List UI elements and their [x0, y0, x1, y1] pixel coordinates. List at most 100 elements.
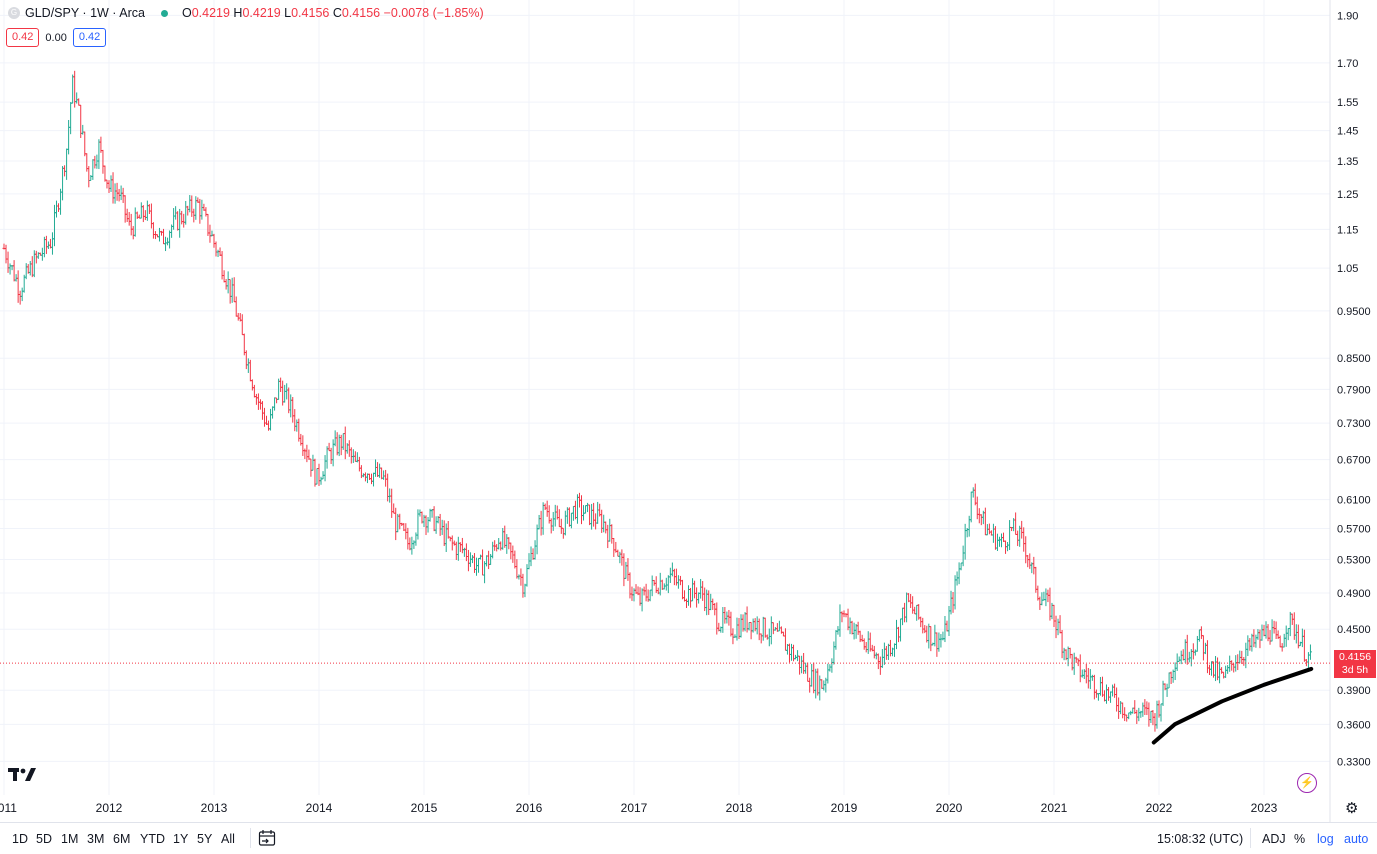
ohlc-bar: [357, 456, 361, 472]
y-tick-label: 1.35: [1337, 156, 1358, 168]
ohlc-bar: [172, 208, 176, 230]
ohlc-bar: [1054, 615, 1058, 639]
sell-button[interactable]: 0.42: [6, 28, 40, 47]
ohlc-bar: [475, 557, 478, 576]
range-1m-button[interactable]: 1M: [61, 832, 79, 846]
ohlc-bar: [1141, 702, 1145, 717]
ohlc-bar: [186, 205, 190, 216]
percent-toggle[interactable]: %: [1294, 832, 1306, 846]
ohlc-bar: [93, 155, 97, 169]
ohlc-bar: [131, 226, 135, 240]
ohlc-bar: [81, 124, 85, 135]
x-tick-label: 2021: [1041, 801, 1068, 815]
ohlc-bar: [1153, 713, 1157, 732]
ohlc-bar: [1020, 520, 1024, 539]
ohlc-bar: [1060, 629, 1064, 659]
ohlc-bar: [737, 617, 741, 640]
ohlc-bar: [810, 663, 814, 687]
ohlc-bar: [820, 679, 824, 689]
ohlc-bar: [1147, 702, 1151, 727]
buy-button[interactable]: 0.42: [72, 28, 107, 47]
ohlc-bar: [458, 542, 462, 553]
ohlc-bar: [228, 278, 232, 304]
ohlc-bar: [800, 655, 804, 674]
range-6m-button[interactable]: 6M: [113, 832, 131, 846]
ohlc-bar: [634, 584, 638, 594]
ohlc-bar: [862, 638, 866, 650]
ohlc-bar: [424, 515, 428, 536]
log-toggle[interactable]: log: [1317, 832, 1334, 846]
ohlc-bar: [1294, 624, 1298, 644]
adj-toggle[interactable]: ADJ: [1262, 832, 1286, 846]
ohlc-bar: [1191, 643, 1195, 660]
price-chart[interactable]: 1.90 1.70 1.55 1.45 1.35 1.25 1.15 1.05 0.9500 0.…: [0, 0, 1377, 822]
ohlc-bar: [315, 467, 319, 485]
ohlc-bar: [353, 451, 357, 462]
ohlc-bar: [109, 175, 113, 192]
ohlc-bar: [959, 562, 963, 571]
ohlc-bar: [361, 473, 365, 478]
ohlc-bar: [1181, 649, 1185, 661]
range-all-button[interactable]: All: [221, 832, 235, 846]
ohlc-bar: [444, 523, 448, 553]
toolbar-divider-right: [1250, 828, 1251, 848]
clock-readout[interactable]: 15:08:32 (UTC): [1157, 832, 1244, 846]
ohlc-bar: [454, 541, 458, 560]
ohlc-bar: [1167, 672, 1171, 689]
ohlc-bar: [798, 655, 802, 675]
ohlc-bar: [398, 513, 402, 530]
ohlc-bar: [1270, 619, 1274, 642]
y-tick-label: 0.3600: [1337, 719, 1371, 731]
range-3m-button[interactable]: 3M: [87, 832, 105, 846]
date-range-icon[interactable]: [258, 829, 276, 850]
ohlc-bar: [884, 646, 888, 660]
range-5y-button[interactable]: 5Y: [197, 832, 213, 846]
ohlc-bar: [1302, 629, 1306, 662]
ohlc-bar: [895, 619, 898, 650]
ohlc-bar: [668, 567, 672, 583]
range-1y-button[interactable]: 1Y: [173, 832, 189, 846]
ohlc-bar: [485, 555, 489, 567]
ohlc-bar: [87, 166, 91, 188]
ohlc-bar: [343, 426, 347, 460]
ohlc-bar: [624, 561, 628, 579]
ohlc-bar: [378, 463, 382, 478]
ohlc-bar: [939, 634, 943, 648]
ohlc-bar: [1125, 714, 1129, 722]
ohlc-bar: [1224, 665, 1228, 678]
ohlc-bar: [479, 554, 483, 560]
ohlc-bar: [767, 628, 771, 647]
high-label: H: [233, 6, 243, 20]
auto-toggle[interactable]: auto: [1344, 832, 1369, 846]
ohlc-bar: [408, 537, 412, 551]
ohlc-bar: [44, 235, 48, 254]
ohlc-bar: [925, 625, 929, 643]
ohlc-bar: [1102, 690, 1106, 702]
range-ytd-button[interactable]: YTD: [140, 832, 165, 846]
symbol-title[interactable]: GLD/SPY · 1W · Arca: [25, 6, 145, 20]
tradingview-logo-icon[interactable]: [8, 766, 38, 789]
ohlc-bar: [1272, 620, 1276, 634]
ohlc-bar: [204, 207, 208, 217]
bar-countdown: 3d 5h: [1341, 664, 1369, 676]
range-5d-button[interactable]: 5D: [36, 832, 52, 846]
x-tick-label: 2014: [306, 801, 333, 815]
ohlc-bar: [878, 656, 882, 675]
ohlc-bar: [545, 500, 549, 517]
ohlc-bar: [769, 616, 773, 645]
ohlc-bar: [1207, 664, 1211, 675]
ohlc-bar: [1080, 669, 1084, 678]
bolt-icon[interactable]: ⚡: [1297, 773, 1317, 793]
ohlc-bar: [909, 593, 913, 609]
range-1d-button[interactable]: 1D: [12, 832, 28, 846]
ohlc-bar: [57, 203, 61, 212]
close-value: 0.4156: [341, 6, 381, 20]
gear-icon[interactable]: ⚙: [1345, 800, 1359, 817]
ohlc-bar: [129, 213, 133, 236]
ohlc-bar: [537, 514, 541, 530]
ohlc-bar: [648, 589, 652, 602]
ohlc-bar: [69, 102, 73, 135]
ohlc-bar: [933, 624, 937, 647]
ohlc-bar: [640, 588, 644, 612]
ohlc-bar: [874, 652, 878, 660]
